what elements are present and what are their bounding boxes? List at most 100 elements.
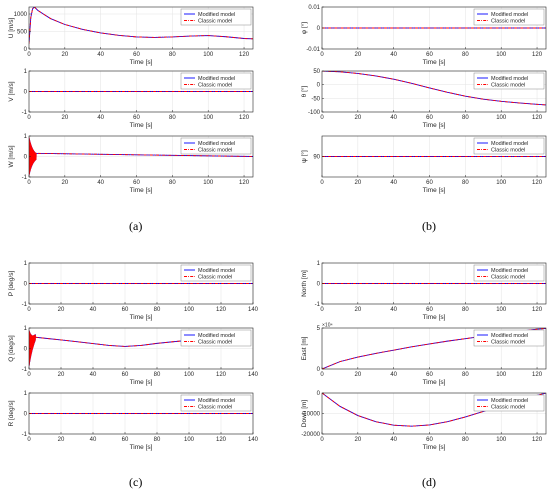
x-tick-label: 100 xyxy=(496,307,507,313)
x-axis-label: Time [s] xyxy=(130,59,153,66)
y-axis-label: Down [m] xyxy=(301,400,308,428)
x-tick-label: 120 xyxy=(532,52,543,58)
legend-box xyxy=(180,329,252,347)
x-tick-label: 20 xyxy=(58,307,65,313)
legend-label-modified: Modified model xyxy=(198,333,235,339)
x-tick-label: 60 xyxy=(426,180,433,186)
x-tick-label: 140 xyxy=(248,307,259,313)
x-tick-label: 40 xyxy=(390,437,397,443)
x-tick-label: 40 xyxy=(390,180,397,186)
legend-label-classic: Classic model xyxy=(491,83,525,89)
x-tick-label: 100 xyxy=(496,372,507,378)
legend-box xyxy=(473,394,545,412)
panel-label-a: (a) xyxy=(129,219,143,233)
subplot-down: 0 20 40 60 80 100 120 -20000 -10000 0 Time [s] Down… xyxy=(301,391,547,451)
x-tick-label: 120 xyxy=(532,437,543,443)
x-tick-label: 0 xyxy=(27,180,31,186)
x-tick-label: 100 xyxy=(496,180,507,186)
x-tick-label: 20 xyxy=(58,372,65,378)
x-tick-label: 60 xyxy=(122,307,129,313)
y-tick-label: 0 xyxy=(317,26,321,32)
series-group xyxy=(29,7,253,44)
series-line-classic xyxy=(29,137,253,176)
x-tick-label: 60 xyxy=(122,372,129,378)
y-tick-label: 0 xyxy=(24,90,28,96)
subplot-psi: 0 20 40 60 80 100 120 90 Time [s] ψ [°] Modified m… xyxy=(300,135,547,194)
series-line-classic xyxy=(322,328,546,369)
x-tick-label: 100 xyxy=(496,115,507,121)
y-tick-label: 0 xyxy=(317,83,321,89)
x-tick-label: 40 xyxy=(390,372,397,378)
x-tick-label: 80 xyxy=(154,372,161,378)
legend-box xyxy=(180,264,252,282)
legend-box xyxy=(473,264,545,282)
series-group xyxy=(29,137,253,176)
legend-label-modified: Modified model xyxy=(491,76,528,82)
legend-box xyxy=(473,329,545,347)
x-tick-label: 40 xyxy=(90,372,97,378)
y-axis-label: P [deg/s] xyxy=(8,271,15,297)
x-tick-label: 80 xyxy=(462,372,469,378)
x-axis-label: Time [s] xyxy=(423,187,446,194)
panel-label-c: (c) xyxy=(129,475,143,489)
x-tick-label: 60 xyxy=(426,115,433,121)
x-tick-label: 40 xyxy=(97,115,104,121)
legend-label-classic: Classic model xyxy=(198,340,232,346)
y-tick-label: -1 xyxy=(22,175,28,181)
y-tick-label: 0 xyxy=(24,47,28,53)
y-axis-label: Q [deg/s] xyxy=(8,335,15,362)
x-tick-label: 0 xyxy=(27,52,31,58)
x-tick-label: 40 xyxy=(90,307,97,313)
x-axis-label: Time [s] xyxy=(423,314,446,321)
x-tick-label: 80 xyxy=(462,437,469,443)
x-tick-label: 100 xyxy=(496,52,507,58)
x-tick-label: 60 xyxy=(426,372,433,378)
x-tick-label: 140 xyxy=(248,372,259,378)
legend-label-modified: Modified model xyxy=(491,268,528,274)
axes-frame xyxy=(28,6,254,50)
x-tick-label: 60 xyxy=(122,437,129,443)
y-tick-label: 1000 xyxy=(14,12,28,18)
y-tick-label: -0.01 xyxy=(306,47,320,53)
legend-label-modified: Modified model xyxy=(491,12,528,18)
y-tick-label: 500 xyxy=(17,30,28,36)
x-tick-label: 40 xyxy=(97,52,104,58)
x-tick-label: 0 xyxy=(320,180,324,186)
x-tick-label: 20 xyxy=(354,115,361,121)
y-tick-label: -20000 xyxy=(301,432,320,438)
x-tick-label: 120 xyxy=(532,115,543,121)
x-tick-label: 40 xyxy=(390,52,397,58)
x-tick-label: 120 xyxy=(532,372,543,378)
y-tick-label: 0 xyxy=(317,367,321,373)
y-axis-label: φ [°] xyxy=(300,22,308,34)
axes-frame xyxy=(321,70,547,113)
y-axis-label: East [m] xyxy=(301,336,308,360)
y-tick-label: -1 xyxy=(22,367,28,373)
legend-label-modified: Modified model xyxy=(491,333,528,339)
y-tick-label: 1 xyxy=(24,261,28,267)
legend-label-modified: Modified model xyxy=(198,76,235,82)
y-tick-label: -100 xyxy=(308,110,321,116)
y-tick-label: 1 xyxy=(24,134,28,140)
x-axis-label: Time [s] xyxy=(130,314,153,321)
x-axis-label: Time [s] xyxy=(130,122,153,129)
x-tick-label: 120 xyxy=(239,115,250,121)
x-tick-label: 20 xyxy=(61,180,68,186)
y-tick-label: 5 xyxy=(317,326,321,332)
legend-label-modified: Modified model xyxy=(491,141,528,147)
legend-box xyxy=(180,8,252,26)
x-tick-label: 20 xyxy=(61,52,68,58)
y-tick-label: 0 xyxy=(317,282,321,288)
x-tick-label: 0 xyxy=(27,372,31,378)
